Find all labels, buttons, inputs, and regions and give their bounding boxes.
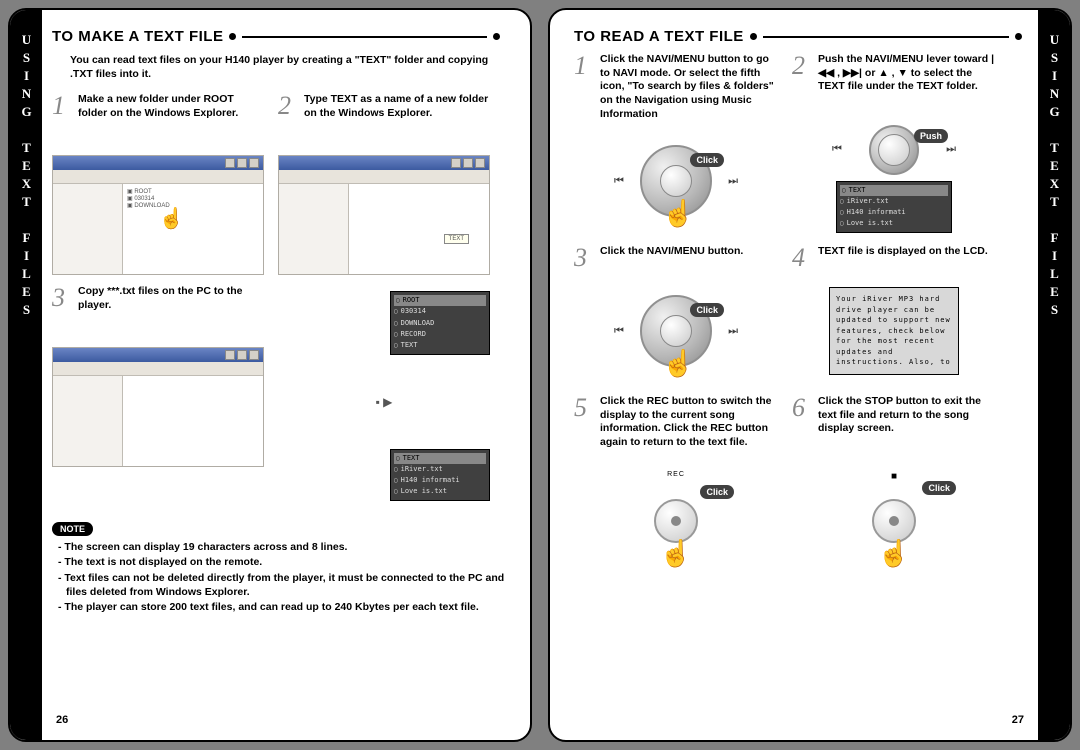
step-text: Click the STOP button to exit the text f…: [818, 395, 996, 461]
section-title-make: TO MAKE A TEXT FILE: [52, 28, 506, 45]
dot: [1015, 33, 1022, 40]
prev-icon: ⏮: [832, 143, 842, 156]
next-icon: ⏭: [728, 325, 738, 338]
device-wheel: ⏮ ⏭ Click ☝: [606, 131, 746, 231]
screenshot-explorer-1: ▣ ROOT▣ 030314▣ DOWNLOAD: [52, 155, 264, 275]
rec-button-icon: [654, 499, 698, 543]
arrow-icon: ▪ ▶: [376, 395, 393, 409]
dot: [493, 33, 500, 40]
step-num: 1: [574, 53, 592, 121]
page-number: 26: [56, 714, 68, 726]
step-text: Push the NAVI/MENU lever toward |◀◀ , ▶▶…: [818, 53, 996, 119]
next-icon: ⏭: [728, 175, 738, 188]
step-num: 1: [52, 93, 70, 149]
hand-icon: ☝: [660, 538, 692, 569]
step-3: 3 Click the NAVI/MENU button. ⏮ ⏭ Click …: [574, 245, 778, 385]
step-6: 6 Click the STOP button to exit the text…: [792, 395, 996, 575]
lcd-text: TEXT iRiver.txt H140 informati Love is.t…: [390, 449, 490, 501]
section-title-read: TO READ A TEXT FILE: [574, 28, 1028, 45]
step-1: 1 Make a new folder under ROOT folder on…: [52, 93, 264, 275]
step-num: 3: [52, 285, 70, 341]
device-wheel: ⏮ ⏭ Click ☝: [606, 281, 746, 381]
dot: [229, 33, 236, 40]
click-badge: Click: [690, 303, 724, 317]
cursor-icon: [159, 206, 179, 228]
intro-text: You can read text files on your H140 pla…: [52, 53, 506, 81]
step-text: Click the NAVI/MENU button.: [600, 245, 743, 271]
prev-icon: ⏮: [614, 175, 624, 188]
screenshot-explorer-3: [52, 347, 264, 467]
rule: [763, 36, 1009, 38]
spine-left: USING TEXT FILES: [10, 10, 42, 740]
note-line: - The screen can display 19 characters a…: [66, 540, 506, 554]
click-badge: Click: [922, 481, 956, 495]
lcd-root: ROOT 030314 DOWNLOAD RECORD TEXT: [390, 291, 490, 354]
note-line: - The text is not displayed on the remot…: [66, 555, 506, 569]
step-num: 2: [278, 93, 296, 149]
step-num: 5: [574, 395, 592, 461]
step-text: Click the REC button to switch the displ…: [600, 395, 778, 461]
screenshot-explorer-2: TEXT: [278, 155, 490, 275]
step-num: 6: [792, 395, 810, 461]
lcd-column: ROOT 030314 DOWNLOAD RECORD TEXT ▪ ▶ TEX…: [278, 285, 490, 501]
stop-button-icon: [872, 499, 916, 543]
step-num: 4: [792, 245, 810, 271]
step-4: 4 TEXT file is displayed on the LCD. You…: [792, 245, 996, 385]
page-number: 27: [1012, 714, 1024, 726]
lcd-select: TEXT iRiver.txt H140 informati Love is.t…: [836, 181, 952, 233]
hand-icon: ☝: [878, 538, 910, 569]
hand-icon: ☝: [662, 348, 694, 379]
step-5: 5 Click the REC button to switch the dis…: [574, 395, 778, 575]
push-badge: Push: [914, 129, 948, 143]
step-3: 3 Copy ***.txt files on the PC to the pl…: [52, 285, 264, 501]
steps-make: 1 Make a new folder under ROOT folder on…: [52, 93, 506, 501]
step-text: Click the NAVI/MENU button to go to NAVI…: [600, 53, 778, 121]
spine-label: USING TEXT FILES: [1046, 32, 1062, 320]
step-num: 2: [792, 53, 810, 119]
step-2: 2 Push the NAVI/MENU lever toward |◀◀ , …: [792, 53, 996, 235]
page-left: USING TEXT FILES TO MAKE A TEXT FILE You…: [8, 8, 532, 742]
title-read: TO READ A TEXT FILE: [574, 28, 744, 45]
next-icon: ⏭: [946, 143, 956, 156]
note-line: - Text files can not be deleted directly…: [66, 571, 506, 599]
stop-icon: ■: [891, 471, 897, 482]
note-tag: NOTE: [52, 522, 93, 536]
spine-right: USING TEXT FILES: [1038, 10, 1070, 740]
spine-label: USING TEXT FILES: [18, 32, 34, 320]
title-make: TO MAKE A TEXT FILE: [52, 28, 223, 45]
prev-icon: ⏮: [614, 325, 624, 338]
step-text: Copy ***.txt files on the PC to the play…: [78, 285, 264, 341]
step-num: 3: [574, 245, 592, 271]
step-2: 2 Type TEXT as a name of a new folder on…: [278, 93, 490, 275]
device-wheel: ⏮ ⏭ Push: [824, 125, 964, 175]
rule: [242, 36, 487, 38]
rec-label: REC: [667, 471, 685, 478]
step-1: 1 Click the NAVI/MENU button to go to NA…: [574, 53, 778, 235]
lcd-text-display: Your iRiver MP3 hard drive player can be…: [829, 287, 959, 375]
steps-read: 1 Click the NAVI/MENU button to go to NA…: [574, 53, 1028, 575]
click-badge: Click: [690, 153, 724, 167]
click-badge: Click: [700, 485, 734, 499]
hand-icon: ☝: [662, 198, 694, 229]
step-text: TEXT file is displayed on the LCD.: [818, 245, 988, 271]
dot: [750, 33, 757, 40]
step-text: Make a new folder under ROOT folder on t…: [78, 93, 264, 149]
step-text: Type TEXT as a name of a new folder on t…: [304, 93, 490, 149]
page-right: USING TEXT FILES TO READ A TEXT FILE 1 C…: [548, 8, 1072, 742]
notes-block: NOTE - The screen can display 19 charact…: [52, 519, 506, 614]
note-line: - The player can store 200 text files, a…: [66, 600, 506, 614]
